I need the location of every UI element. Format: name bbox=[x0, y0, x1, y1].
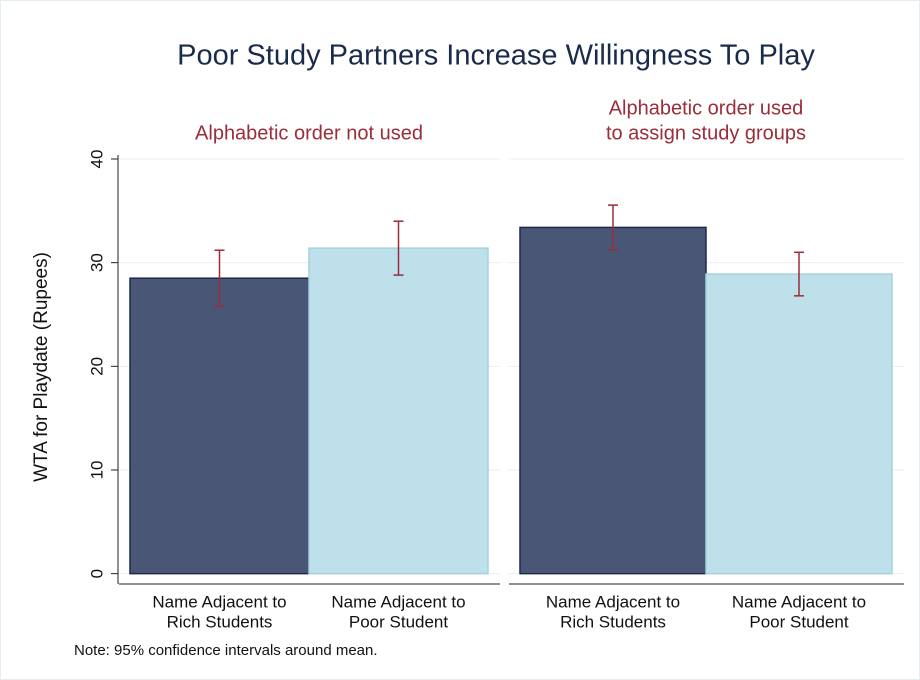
bar bbox=[519, 226, 707, 575]
x-tick-label: Name Adjacent to bbox=[546, 592, 680, 611]
y-tick-label: 0 bbox=[87, 569, 106, 578]
y-tick-label: 30 bbox=[87, 253, 106, 272]
x-tick-label: Poor Student bbox=[349, 612, 449, 631]
bar bbox=[705, 273, 893, 575]
x-tick-label: Poor Student bbox=[749, 612, 849, 631]
y-axis-label: WTA for Playdate (Rupees) bbox=[31, 252, 52, 482]
y-tick-label: 20 bbox=[87, 357, 106, 376]
note: Note: 95% confidence intervals around me… bbox=[74, 642, 378, 659]
chart-title: Poor Study Partners Increase Willingness… bbox=[177, 40, 815, 72]
x-tick-label: Rich Students bbox=[560, 612, 666, 631]
bar bbox=[308, 247, 489, 575]
bar bbox=[129, 277, 310, 575]
panel-subtitle: to assign study groups bbox=[606, 122, 806, 144]
panel-subtitle: Alphabetic order used bbox=[609, 97, 804, 119]
x-tick-label: Name Adjacent to bbox=[331, 592, 465, 611]
x-tick-label: Name Adjacent to bbox=[732, 592, 866, 611]
x-tick-label: Name Adjacent to bbox=[152, 592, 286, 611]
y-tick-label: 40 bbox=[87, 150, 106, 169]
y-tick-label: 10 bbox=[87, 461, 106, 480]
x-tick-label: Rich Students bbox=[167, 612, 273, 631]
panel-subtitle: Alphabetic order not used bbox=[195, 122, 423, 144]
